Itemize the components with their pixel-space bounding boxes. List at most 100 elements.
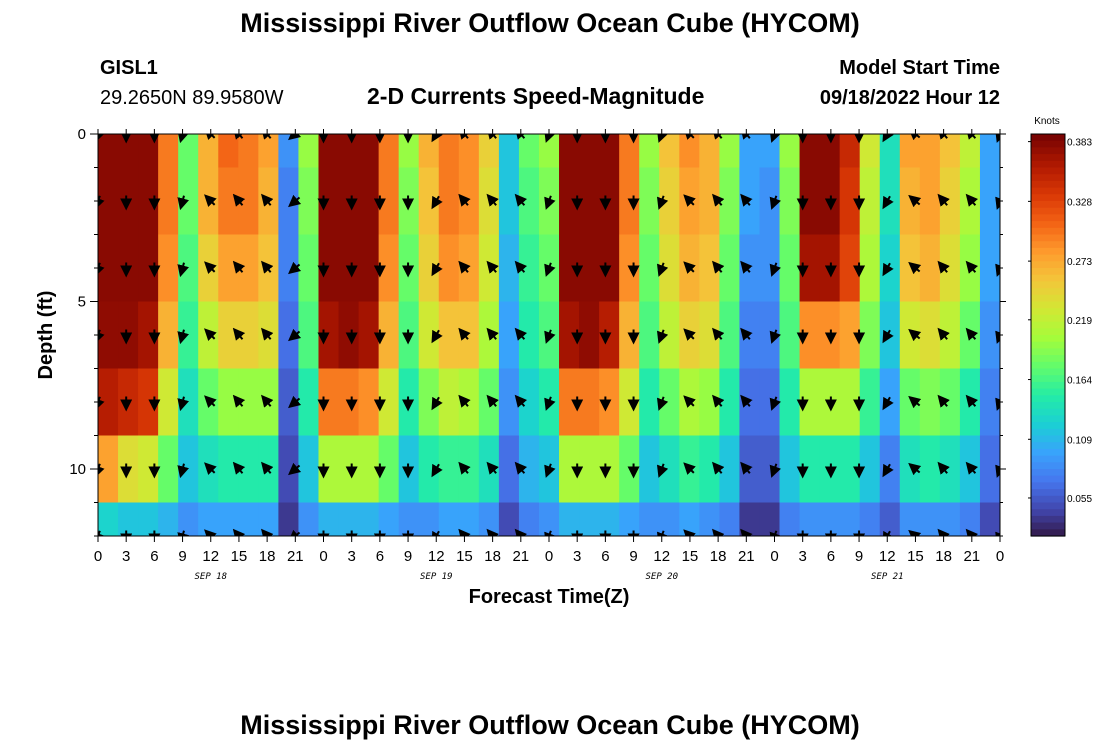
heatmap-cell: [699, 167, 720, 236]
heatmap-cell: [118, 234, 139, 303]
colorbar-label: 0.273: [1067, 257, 1092, 268]
heatmap-cell: [979, 134, 1000, 169]
current-arrow: [177, 195, 190, 211]
heatmap-cell: [959, 368, 981, 437]
heatmap-cell: [639, 167, 660, 236]
current-arrow: [712, 193, 725, 207]
heatmap-cell: [799, 167, 821, 236]
heatmap-cell: [478, 368, 500, 437]
heatmap-cell: [158, 435, 179, 504]
colorbar-segment: [1031, 455, 1065, 463]
heatmap-cell: [979, 502, 1000, 536]
x-tick-label: 0: [996, 548, 1004, 565]
heatmap-cell: [839, 368, 861, 437]
x-tick-label: 9: [178, 548, 186, 565]
current-arrow: [937, 528, 950, 536]
heatmap-cell: [458, 368, 480, 437]
heatmap-cell: [298, 435, 320, 504]
heatmap-cell: [859, 435, 881, 504]
heatmap-cell: [518, 134, 540, 169]
heatmap-cell: [599, 301, 620, 370]
colorbar-segment: [1031, 529, 1065, 537]
colorbar-segment: [1031, 154, 1065, 162]
colorbar-segment: [1031, 522, 1065, 530]
heatmap-cell: [639, 435, 660, 504]
current-arrow: [740, 260, 753, 274]
colorbar-segment: [1031, 348, 1065, 356]
heatmap-cell: [358, 435, 380, 504]
heatmap-cell: [338, 134, 360, 169]
heatmap-cell: [438, 368, 460, 437]
colorbar-segment: [1031, 368, 1065, 376]
heatmap-cell: [238, 435, 259, 504]
heatmap-cell: [158, 167, 179, 236]
page-title: Mississippi River Outflow Ocean Cube (HY…: [240, 8, 860, 38]
current-arrow: [712, 394, 725, 408]
heatmap-cell: [298, 234, 320, 303]
colorbar-segment: [1031, 308, 1065, 316]
current-arrow: [740, 528, 753, 536]
heatmap-cell: [238, 502, 259, 536]
heatmap-cell: [559, 301, 580, 370]
current-arrow: [261, 134, 274, 140]
current-arrow: [261, 327, 274, 341]
x-tick-label: 0: [545, 548, 553, 565]
colorbar-label: 0.055: [1067, 494, 1092, 505]
heatmap-cell: [458, 134, 480, 169]
heatmap-cell: [919, 134, 941, 169]
heatmap-cell: [719, 435, 741, 504]
current-arrow: [740, 394, 753, 408]
heatmap-cell: [318, 167, 340, 236]
current-arrow: [204, 328, 217, 342]
heatmap-cell: [559, 502, 580, 536]
current-arrow: [458, 193, 471, 207]
current-arrow: [177, 262, 190, 278]
heatmap-cell: [238, 368, 259, 437]
x-axis: 0 3 6 9 12 15 18 21 0 3 6 9 12 15 18 21 0 3 6 9 12 15 18 21 0 3 6 9…: [94, 129, 1004, 582]
colorbar-segment: [1031, 268, 1065, 276]
heatmap-cell: [138, 234, 159, 303]
heatmap-cell: [298, 502, 320, 536]
heatmap-cell: [839, 301, 861, 370]
colorbar-segment: [1031, 301, 1065, 309]
heatmap-cell: [639, 301, 660, 370]
colorbar-segment: [1031, 341, 1065, 349]
x-tick-label: 6: [827, 548, 835, 565]
heatmap-cell: [759, 502, 781, 536]
colorbar-segment: [1031, 415, 1065, 423]
current-arrow: [486, 327, 499, 341]
heatmap-cell: [498, 502, 520, 536]
colorbar-segment: [1031, 435, 1065, 443]
current-arrow: [514, 193, 528, 207]
x-tick-label: 12: [653, 548, 670, 565]
current-arrow: [232, 394, 246, 408]
date-label: SEP 18: [194, 572, 227, 582]
heatmap-cell: [378, 502, 400, 536]
heatmap-cell: [959, 167, 981, 236]
heatmap-cell: [799, 435, 821, 504]
heatmap-cell: [839, 167, 861, 236]
heatmap-cell: [138, 167, 159, 236]
current-arrow: [98, 329, 105, 344]
heatmap-cell: [358, 234, 380, 303]
colorbar-segment: [1031, 355, 1065, 363]
heatmap-cell: [178, 502, 199, 536]
heatmap-cell: [418, 167, 440, 236]
heatmap-cell: [458, 167, 480, 236]
current-arrow: [98, 396, 105, 411]
heatmap-cell: [739, 368, 761, 437]
current-arrow: [544, 134, 556, 143]
heatmap-cell: [679, 502, 700, 536]
colorbar-segment: [1031, 201, 1065, 209]
heatmap-cell: [839, 435, 861, 504]
heatmap-cell: [619, 435, 640, 504]
heatmap-cell: [98, 167, 119, 236]
current-arrow: [712, 528, 725, 536]
station-id: GISL1: [100, 57, 158, 79]
heatmap-cell: [118, 134, 139, 169]
heatmap-cell: [258, 134, 279, 169]
current-arrow: [288, 261, 302, 275]
heatmap-cell: [579, 435, 600, 504]
colorbar-segment: [1031, 247, 1065, 256]
heatmap-cell: [879, 368, 901, 437]
